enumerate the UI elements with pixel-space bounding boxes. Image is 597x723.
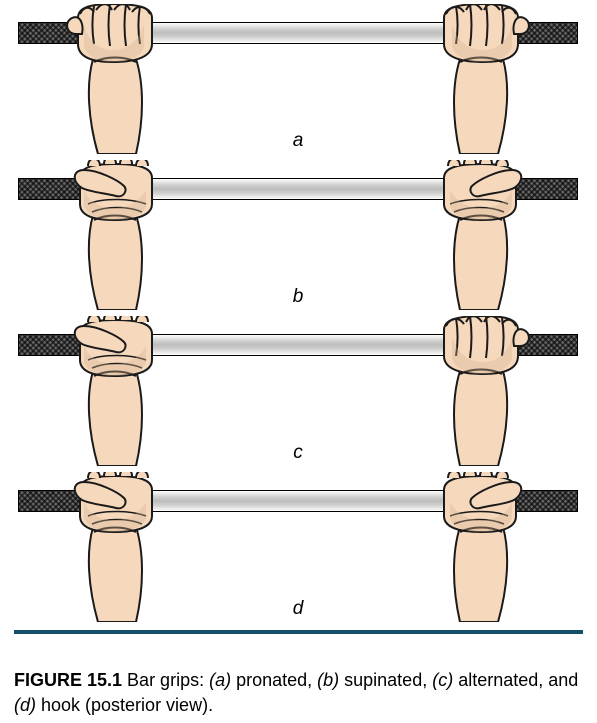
bar-shaft <box>138 22 458 44</box>
panel-label-b: b <box>293 286 304 308</box>
caption-d-text: hook (posterior view). <box>36 695 213 715</box>
left-hand-pronated <box>58 4 168 154</box>
right-hand-supinated <box>428 160 538 310</box>
bar-shaft <box>138 178 458 200</box>
caption-c-text: alternated, and <box>453 670 578 690</box>
left-hand-supinated <box>58 160 168 310</box>
bar-shaft <box>138 334 458 356</box>
panel-label-c: c <box>293 442 303 464</box>
right-hand-pronated <box>428 4 538 154</box>
grip-panel-d: d <box>18 472 578 622</box>
right-hand-supinated <box>428 472 538 622</box>
bar-shaft <box>138 490 458 512</box>
caption-a-text: pronated, <box>231 670 317 690</box>
caption-b-label: (b) <box>317 670 339 690</box>
caption-a-label: (a) <box>209 670 231 690</box>
caption-text-1: Bar grips: <box>122 670 209 690</box>
figure-caption: FIGURE 15.1 Bar grips: (a) pronated, (b)… <box>14 668 583 717</box>
figure-number: FIGURE 15.1 <box>14 670 122 690</box>
grip-panel-a: a <box>18 4 578 154</box>
panel-label-a: a <box>293 130 304 152</box>
caption-b-text: supinated, <box>339 670 432 690</box>
panel-label-d: d <box>293 598 304 620</box>
caption-rule <box>14 630 583 634</box>
caption-d-label: (d) <box>14 695 36 715</box>
figure: a b c d FIGURE 15.1 Bar grips: (a) pronated… <box>0 0 597 723</box>
grip-panel-b: b <box>18 160 578 310</box>
grip-panel-c: c <box>18 316 578 466</box>
left-hand-supinated <box>58 316 168 466</box>
caption-c-label: (c) <box>432 670 453 690</box>
right-hand-pronated <box>428 316 538 466</box>
left-hand-supinated <box>58 472 168 622</box>
